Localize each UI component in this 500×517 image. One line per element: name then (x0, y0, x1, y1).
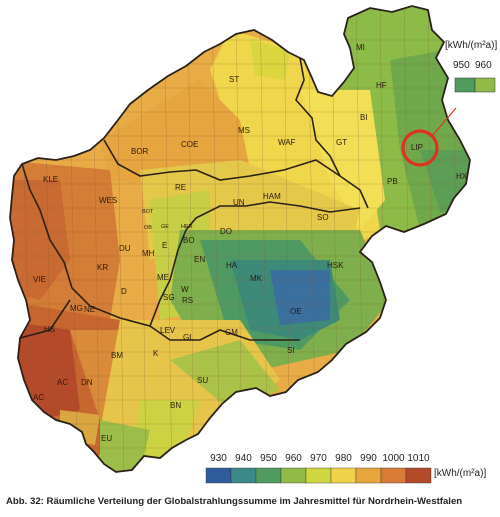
district-label-mg: MG (70, 304, 83, 313)
scale-swatch (230, 467, 257, 484)
district-label-her: HER (181, 224, 193, 230)
district-label-me: ME (157, 273, 169, 282)
district-label-bi: BI (360, 113, 368, 122)
district-label-d: D (121, 287, 127, 296)
scale-swatch (280, 467, 307, 484)
district-label-gm: GM (225, 328, 238, 337)
district-label-si: SI (287, 346, 295, 355)
regierungsbezirk-borders (19, 57, 369, 341)
district-label-st: ST (229, 75, 239, 84)
district-label-so: SO (317, 213, 329, 222)
district-label-dn: DN (81, 378, 93, 387)
scale-tick-label: 940 (235, 453, 252, 464)
district-label-hsk: HSK (327, 261, 344, 270)
scale-tick-label: 950 (260, 453, 277, 464)
figure-caption: Abb. 32: Räumliche Verteilung der Global… (6, 496, 463, 507)
highlight-pointer (431, 107, 457, 137)
scale-swatch (405, 467, 432, 484)
scale-swatch (355, 467, 382, 484)
scale-swatches (205, 467, 432, 484)
district-label-ge: GE (161, 224, 169, 230)
district-label-vie: VIE (33, 275, 46, 284)
district-label-coe: COE (181, 140, 198, 149)
district-label-gt: GT (336, 138, 347, 147)
inset-legend-unit: [kWh/(m²a)] (445, 40, 497, 51)
inset-legend-value-950: 950 (453, 60, 470, 71)
district-label-pb: PB (387, 177, 398, 186)
district-label-sg: SG (163, 293, 175, 302)
scale-tick-label: 990 (360, 453, 377, 464)
inset-swatch-950 (454, 77, 476, 93)
district-label-eu: EU (101, 434, 112, 443)
district-label-bot: BOT (142, 209, 154, 215)
scale-tick-label: 960 (285, 453, 302, 464)
district-label-ha: HA (226, 261, 238, 270)
district-label-mk: MK (250, 274, 263, 283)
scale-tick-labels: 930 940 950 960 970 980 990 1000 1010 (210, 453, 430, 464)
inset-swatch-960 (474, 77, 496, 93)
inset-legend-value-960: 960 (475, 60, 492, 71)
scale-swatch (255, 467, 282, 484)
scale-unit-label: [kWh/(m²a)] (434, 468, 486, 479)
highlight-lip (401, 107, 457, 167)
district-label-ms: MS (238, 126, 250, 135)
scale-swatch (205, 467, 232, 484)
district-label-hf: HF (376, 81, 387, 90)
scale-tick-label: 980 (335, 453, 352, 464)
district-label-kle: KLE (43, 175, 58, 184)
district-label-w: W (181, 285, 189, 294)
scale-swatch (380, 467, 407, 484)
district-label-ac: AC (57, 378, 68, 387)
district-label-bm: BM (111, 351, 123, 360)
district-label-oe: OE (290, 307, 302, 316)
color-scale-legend: 930 940 950 960 970 980 990 1000 1010 [kWh/(m²a)… (205, 453, 486, 484)
district-label-hx: HX (456, 172, 468, 181)
district-label-ob: OB (144, 225, 152, 231)
scale-tick-label: 1000 (382, 453, 405, 464)
district-label-e: E (162, 241, 167, 250)
district-label-wes: WES (99, 196, 117, 205)
district-labels: MI HF ST BI LIP MS WAF GT BOR COE HX PB … (33, 43, 468, 443)
district-label-rs: RS (182, 296, 193, 305)
district-label-ac-2: AC (33, 393, 44, 402)
district-label-du: DU (119, 244, 131, 253)
highlight-circle (401, 129, 439, 167)
district-label-hs: HS (44, 325, 55, 334)
district-label-ham: HAM (263, 192, 281, 201)
district-label-gl: GL (183, 333, 194, 342)
scale-swatch (305, 467, 332, 484)
scale-swatch (330, 467, 357, 484)
scale-tick-label: 970 (310, 453, 327, 464)
district-label-mh: MH (142, 249, 155, 258)
radiation-color-field (10, 6, 470, 472)
district-label-k: K (153, 349, 159, 358)
district-label-lip: LIP (411, 143, 423, 152)
district-label-re: RE (175, 183, 186, 192)
district-label-lev: LEV (160, 326, 176, 335)
district-label-un: UN (233, 198, 245, 207)
district-label-do: DO (220, 227, 232, 236)
scale-tick-label: 930 (210, 453, 227, 464)
inset-legend: [kWh/(m²a)] 950 960 (445, 40, 497, 93)
district-label-ne: NE (84, 305, 95, 314)
district-label-en: EN (194, 255, 205, 264)
district-label-waf: WAF (278, 138, 296, 147)
district-label-bor: BOR (131, 147, 149, 156)
district-label-su: SU (197, 376, 208, 385)
scale-tick-label: 1010 (407, 453, 430, 464)
district-label-bo: BO (183, 236, 195, 245)
district-label-mi: MI (356, 43, 365, 52)
district-label-kr: KR (97, 263, 108, 272)
district-label-bn: BN (170, 401, 181, 410)
